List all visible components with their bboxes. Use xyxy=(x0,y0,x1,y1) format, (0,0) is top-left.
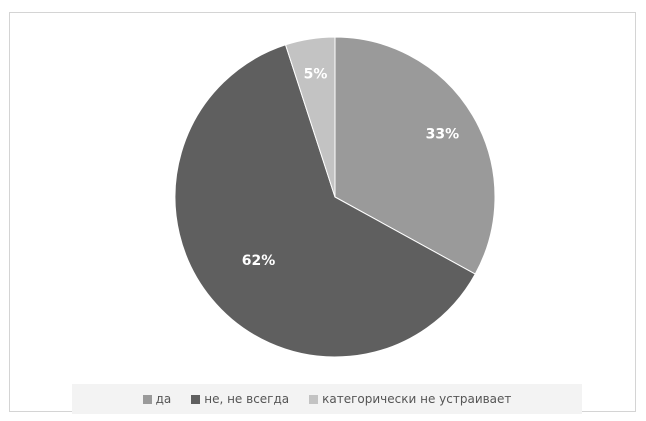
pie-data-label-0: 33% xyxy=(426,126,460,142)
legend-label-1: не, не всегда xyxy=(204,392,290,406)
pie-data-label-1: 62% xyxy=(242,253,276,269)
pie-slice-1 xyxy=(174,44,476,358)
chart-legend: да не, не всегда категорически не устраи… xyxy=(72,384,582,414)
legend-entry-1: не, не всегда xyxy=(191,392,289,406)
legend-label-2: категорически не устраивает xyxy=(322,392,512,406)
legend-swatch-2 xyxy=(309,394,319,404)
legend-entry-0: да xyxy=(142,392,172,406)
pie-slice-0 xyxy=(334,36,496,275)
pie-slice-2 xyxy=(284,36,336,198)
pie-chart: 33% 62% 5% xyxy=(174,36,496,358)
pie-data-label-2: 5% xyxy=(304,67,328,83)
legend-swatch-1 xyxy=(191,394,201,404)
chart-frame: 33% 62% 5% да не, не всегда категорически … xyxy=(9,12,636,414)
legend-label-0: да xyxy=(155,392,172,406)
legend-swatch-0 xyxy=(142,394,152,404)
legend-entry-2: категорически не устраивает xyxy=(309,392,511,406)
